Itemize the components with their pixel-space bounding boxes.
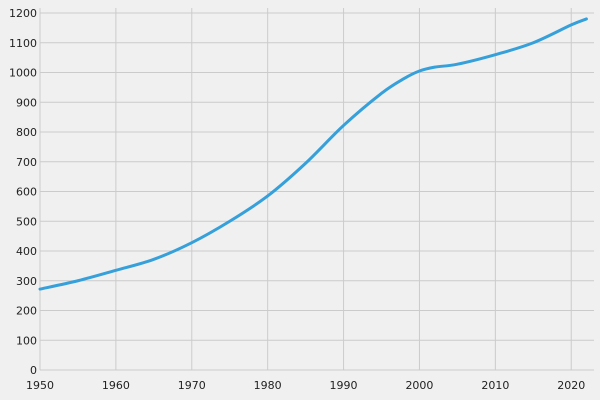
y-tick-label-700: 700: [16, 156, 37, 169]
x-tick-label-1950: 1950: [26, 379, 54, 392]
x-tick-label-1980: 1980: [254, 379, 282, 392]
y-tick-label-900: 900: [16, 96, 37, 109]
y-tick-label-400: 400: [16, 245, 37, 258]
y-tick-label-500: 500: [16, 215, 37, 228]
x-tick-label-1970: 1970: [178, 379, 206, 392]
y-tick-label-300: 300: [16, 275, 37, 288]
y-tick-label-1200: 1200: [9, 7, 37, 20]
series-group: [38, 17, 588, 291]
x-tick-label-2010: 2010: [481, 379, 509, 392]
x-tick-label-1990: 1990: [330, 379, 358, 392]
y-tick-label-1100: 1100: [9, 37, 37, 50]
y-tick-label-1000: 1000: [9, 67, 37, 80]
x-tick-label-2020: 2020: [557, 379, 585, 392]
y-tick-label-600: 600: [16, 186, 37, 199]
x-tick-label-2000: 2000: [405, 379, 433, 392]
x-tick-label-1960: 1960: [102, 379, 130, 392]
y-axis-tick-labels: 0 100 200 300 400 500 600 700 800 900 1000 1100 1200: [9, 7, 37, 377]
series-line-0: [38, 17, 588, 291]
x-axis-tick-labels: 1950 1960 1970 1980 1990 2000 2010 2020: [26, 379, 585, 392]
y-tick-label-0: 0: [30, 364, 37, 377]
y-gridlines: [40, 12, 594, 371]
x-gridlines: [39, 8, 572, 370]
y-tick-label-100: 100: [16, 334, 37, 347]
y-tick-label-800: 800: [16, 126, 37, 139]
y-tick-label-200: 200: [16, 305, 37, 318]
